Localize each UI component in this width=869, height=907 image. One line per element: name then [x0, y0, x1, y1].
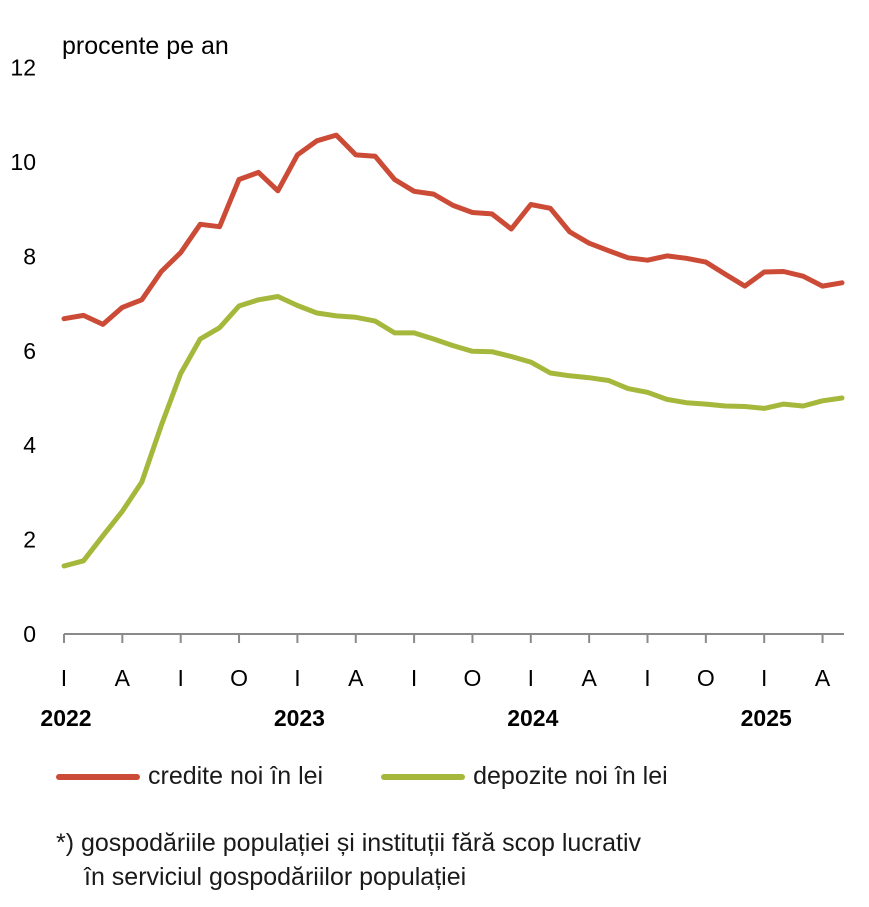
y-tick-label: 4 [23, 432, 36, 458]
series-lines [61, 132, 845, 569]
legend-swatch-depozite [381, 773, 466, 780]
x-tick-label: O [464, 665, 482, 691]
legend-item-credite: credite noi în lei [56, 762, 323, 791]
footnote-line-2: în serviciul gospodăriilor populației [84, 863, 467, 891]
x-tick-label: A [581, 665, 597, 691]
legend-swatch-credite [56, 773, 140, 780]
x-tick-label: A [115, 665, 131, 691]
x-tick-label: I [528, 665, 534, 691]
footnote-line-1: *) gospodăriile populației și instituții… [56, 829, 642, 857]
x-tick-label: I [644, 665, 650, 691]
x-tick-label: A [348, 665, 364, 691]
x-tick-label: I [61, 665, 67, 691]
legend-item-depozite: depozite noi în lei [381, 762, 668, 791]
series-line-depozite [61, 294, 845, 569]
legend-label-credite: credite noi în lei [148, 762, 324, 790]
x-tick-label: I [411, 665, 417, 691]
legend: credite noi în lei depozite noi în lei [56, 762, 726, 791]
year-label: 2023 [274, 705, 325, 731]
y-ticks: 0 2 4 6 8 10 12 [10, 55, 36, 647]
footnote: *) gospodăriile populației și instituții… [56, 826, 641, 894]
y-tick-label: 2 [23, 527, 36, 553]
series-line-credite [61, 132, 845, 327]
y-tick-label: 12 [10, 55, 36, 81]
y-axis-label: procente pe an [62, 32, 229, 60]
year-label: 2022 [40, 705, 91, 731]
x-axis [63, 633, 844, 643]
x-tick-label: A [815, 665, 831, 691]
x-tick-label: I [178, 665, 184, 691]
year-label: 2024 [507, 705, 558, 731]
x-ticks: I A I O I A I O I A I O I A 2022 2023 2024 2025 [40, 665, 830, 731]
y-tick-label: 8 [23, 243, 36, 269]
x-tick-label: O [230, 665, 248, 691]
x-tick-label: I [294, 665, 300, 691]
x-tick-label: O [697, 665, 715, 691]
y-tick-label: 0 [23, 621, 36, 647]
legend-label-depozite: depozite noi în lei [473, 762, 668, 790]
y-tick-label: 6 [23, 338, 36, 364]
y-tick-label: 10 [10, 149, 36, 175]
x-tick-label: I [761, 665, 767, 691]
year-label: 2025 [741, 705, 792, 731]
